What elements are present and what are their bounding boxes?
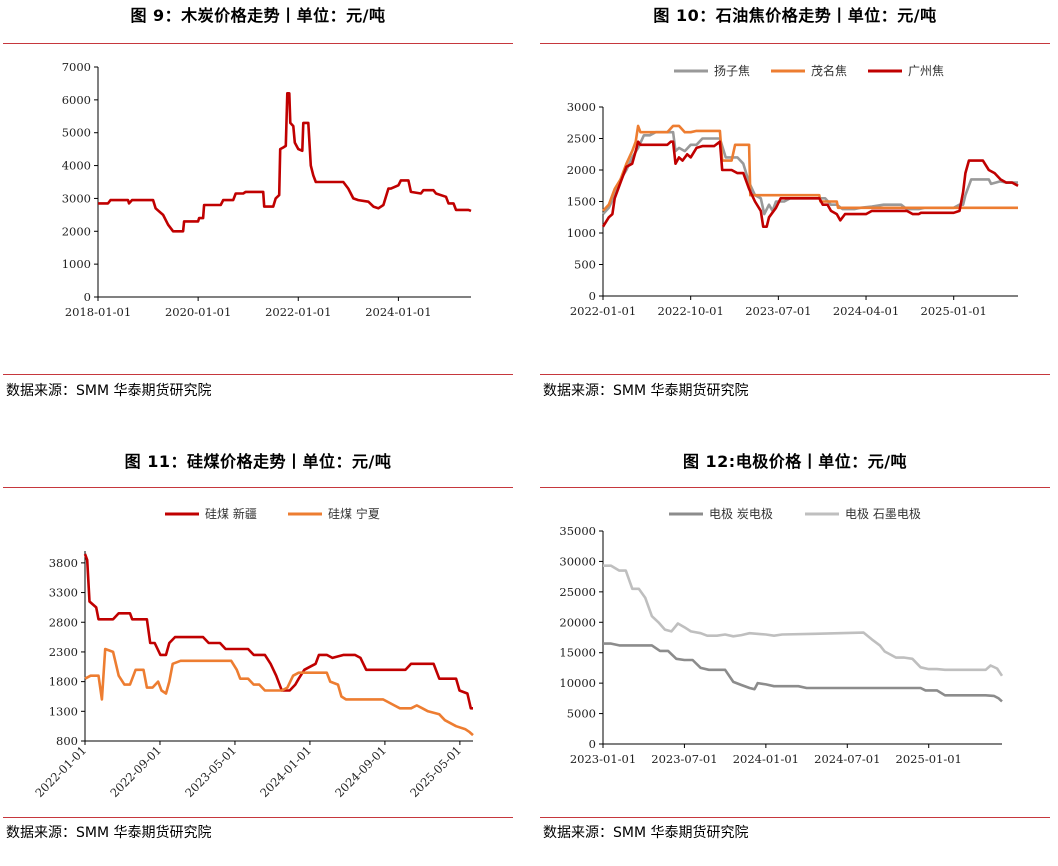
y-tick-label: 500: [574, 258, 596, 272]
x-tick-label: 2023-07-01: [651, 752, 717, 766]
x-tick-label: 2025-01-01: [921, 304, 987, 318]
y-tick-label: 2500: [567, 132, 596, 146]
title-rule: [540, 43, 1050, 44]
y-tick-label: 3300: [49, 586, 78, 600]
y-tick-label: 5000: [567, 707, 596, 721]
x-tick-label: 2024-07-01: [814, 752, 880, 766]
series-line: [83, 553, 473, 710]
x-tick-label: 2020-01-01: [165, 305, 231, 319]
chart-title: 图 11：硅煤价格走势丨单位：元/吨: [124, 452, 392, 471]
y-tick-label: 7000: [62, 60, 91, 74]
y-tick-label: 25000: [559, 585, 596, 599]
y-tick-label: 0: [589, 737, 596, 751]
y-tick-label: 3000: [567, 100, 596, 114]
legend-label: 茂名焦: [811, 63, 847, 78]
legend-label: 硅煤 新疆: [205, 506, 257, 521]
chart-plot: 800 1300 1800 2300 2800 3300 3800 2022-01-01 202…: [32, 506, 474, 800]
source-rule: [3, 817, 513, 818]
series-line: [603, 564, 1004, 677]
y-tick-label: 1000: [567, 226, 596, 240]
legend-label: 电极 炭电极: [709, 507, 773, 521]
x-tick-label: 2024-01-01: [733, 752, 799, 766]
legend-label: 广州焦: [908, 64, 944, 78]
x-tick-label: 2022-01-01: [32, 743, 89, 800]
series-line: [98, 92, 472, 233]
series-line: [84, 647, 474, 737]
data-source: 数据来源：SMM 华泰期货研究院: [6, 825, 212, 841]
y-tick-label: 1300: [49, 704, 78, 718]
data-source: 数据来源：SMM 华泰期货研究院: [543, 825, 749, 841]
x-tick-label: 2022-09-01: [107, 743, 164, 800]
y-tick-label: 2000: [62, 224, 91, 238]
x-tick-label: 2025-01-01: [896, 752, 962, 766]
y-tick-label: 10000: [559, 676, 596, 690]
x-tick-label: 2022-01-01: [265, 305, 331, 319]
y-tick-label: 35000: [559, 524, 596, 538]
data-source: 数据来源：SMM 华泰期货研究院: [543, 383, 749, 399]
title-rule: [3, 487, 513, 488]
y-tick-label: 3800: [49, 556, 78, 570]
chart-plot: 0 1000 2000 3000 4000 5000 6000 7000 2018-01-01 2…: [62, 60, 472, 319]
y-tick-label: 2000: [567, 163, 596, 177]
y-tick-label: 15000: [559, 646, 596, 660]
chart-panel-petroleum-coke: 图 10：石油焦价格走势丨单位：元/吨 0 500 1000 1500 2000 2500…: [540, 0, 1050, 420]
title-rule: [540, 487, 1050, 488]
source-rule: [540, 817, 1050, 818]
chart-title: 图 9：木炭价格走势丨单位：元/吨: [130, 6, 386, 25]
source-rule: [3, 374, 513, 375]
legend-label: 硅煤 宁夏: [328, 506, 380, 521]
chart-panel-charcoal: 图 9：木炭价格走势丨单位：元/吨 0 1000 2000 3000 4000 5000 6…: [3, 0, 513, 420]
legend-label: 电极 石墨电极: [845, 507, 921, 521]
chart-panel-silicon-coal: 图 11：硅煤价格走势丨单位：元/吨 800 1300 1800 2300 2800 33…: [3, 446, 513, 866]
x-tick-label: 2023-05-01: [182, 743, 239, 800]
source-rule: [540, 374, 1050, 375]
y-tick-label: 20000: [559, 615, 596, 629]
title-rule: [3, 43, 513, 44]
x-tick-label: 2022-10-01: [658, 304, 724, 318]
y-tick-label: 0: [84, 290, 91, 304]
x-tick-label: 2023-07-01: [745, 304, 811, 318]
y-tick-label: 5000: [62, 126, 91, 140]
y-tick-label: 30000: [559, 554, 596, 568]
chart-plot: 0 500 1000 1500 2000 2500 3000 2022-01-01 2022-1…: [567, 63, 1019, 318]
series-line: [601, 140, 1019, 228]
legend-label: 扬子焦: [714, 63, 750, 78]
y-tick-label: 4000: [62, 159, 91, 173]
chart-panel-electrode: 图 12:电极价格丨单位：元/吨 0 5000 10000 15000 20000 250…: [540, 446, 1050, 866]
x-tick-label: 2024-01-01: [365, 305, 431, 319]
chart-plot: 0 5000 10000 15000 20000 25000 30000 35000 2023-…: [559, 507, 1004, 766]
y-tick-label: 1000: [62, 257, 91, 271]
x-tick-label: 2022-01-01: [570, 304, 636, 318]
x-tick-label: 2023-01-01: [570, 752, 636, 766]
data-source: 数据来源：SMM 华泰期货研究院: [6, 383, 212, 399]
x-tick-label: 2024-09-01: [332, 743, 389, 800]
y-tick-label: 3000: [62, 191, 91, 205]
x-tick-label: 2025-05-01: [407, 743, 464, 800]
y-tick-label: 2300: [49, 645, 78, 659]
chart-title: 图 10：石油焦价格走势丨单位：元/吨: [653, 6, 937, 25]
x-tick-label: 2024-04-01: [833, 304, 899, 318]
series-line: [602, 124, 1018, 212]
y-tick-label: 1800: [49, 675, 78, 689]
x-tick-label: 2024-01-01: [257, 743, 314, 800]
y-tick-label: 1500: [567, 195, 596, 209]
y-tick-label: 0: [589, 289, 596, 303]
y-tick-label: 6000: [62, 93, 91, 107]
y-tick-label: 800: [56, 734, 78, 748]
y-tick-label: 2800: [49, 615, 78, 629]
chart-title: 图 12:电极价格丨单位：元/吨: [682, 452, 908, 471]
series-line: [603, 642, 1003, 703]
x-tick-label: 2018-01-01: [65, 305, 131, 319]
